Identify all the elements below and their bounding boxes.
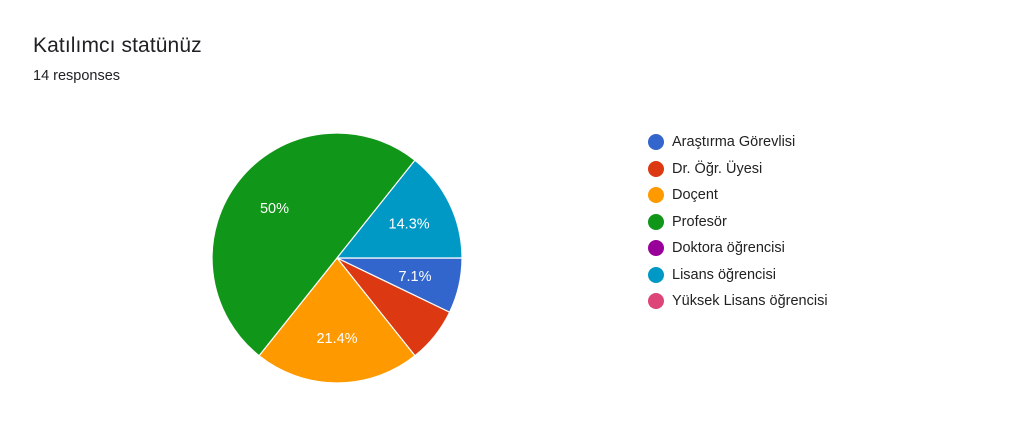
legend-color-dot-icon bbox=[648, 187, 664, 204]
legend-color-dot-icon bbox=[648, 134, 664, 151]
legend-item-dr-ogr-uyesi[interactable]: Dr. Öğr. Üyesi bbox=[648, 156, 828, 183]
legend-item-lisans-ogrencisi[interactable]: Lisans öğrencisi bbox=[648, 262, 828, 289]
legend-label: Profesör bbox=[672, 213, 727, 230]
legend-label: Dr. Öğr. Üyesi bbox=[672, 160, 763, 177]
legend-color-dot-icon bbox=[648, 266, 664, 283]
legend-label: Yüksek Lisans öğrencisi bbox=[672, 293, 828, 310]
pie-slice-docent[interactable] bbox=[258, 257, 416, 384]
legend-label: Doçent bbox=[672, 187, 718, 204]
legend-item-yuksek-lisans-ogrencisi[interactable]: Yüksek Lisans öğrencisi bbox=[648, 288, 828, 315]
legend: Araştırma Görevlisi Dr. Öğr. Üyesi Doçent P… bbox=[648, 129, 828, 315]
legend-item-arastirma-gorevlisi[interactable]: Araştırma Görevlisi bbox=[648, 129, 828, 156]
pie-slice-lisans-ogrencisi[interactable] bbox=[336, 159, 463, 259]
legend-color-dot-icon bbox=[648, 213, 664, 230]
legend-color-dot-icon bbox=[648, 293, 664, 310]
legend-label: Lisans öğrencisi bbox=[672, 266, 776, 283]
slice-label-docent: 21.4% bbox=[316, 331, 357, 347]
legend-item-doktora-ogrencisi[interactable]: Doktora öğrencisi bbox=[648, 235, 828, 262]
legend-label: Araştırma Görevlisi bbox=[672, 134, 796, 151]
slice-label-profesor: 50% bbox=[260, 201, 289, 217]
legend-color-dot-icon bbox=[648, 240, 664, 257]
slice-label-lisans-ogrencisi: 14.3% bbox=[389, 216, 430, 232]
legend-color-dot-icon bbox=[648, 160, 664, 177]
legend-item-profesor[interactable]: Profesör bbox=[648, 209, 828, 236]
pie-slice-profesor[interactable] bbox=[211, 132, 416, 357]
response-count: 14 responses bbox=[33, 68, 121, 84]
legend-item-docent[interactable]: Doçent bbox=[648, 182, 828, 209]
chart-title: Katılımcı statünüz bbox=[33, 34, 202, 57]
slice-label-arastirma-gorevlisi: 7.1% bbox=[398, 269, 431, 285]
legend-label: Doktora öğrencisi bbox=[672, 240, 785, 257]
